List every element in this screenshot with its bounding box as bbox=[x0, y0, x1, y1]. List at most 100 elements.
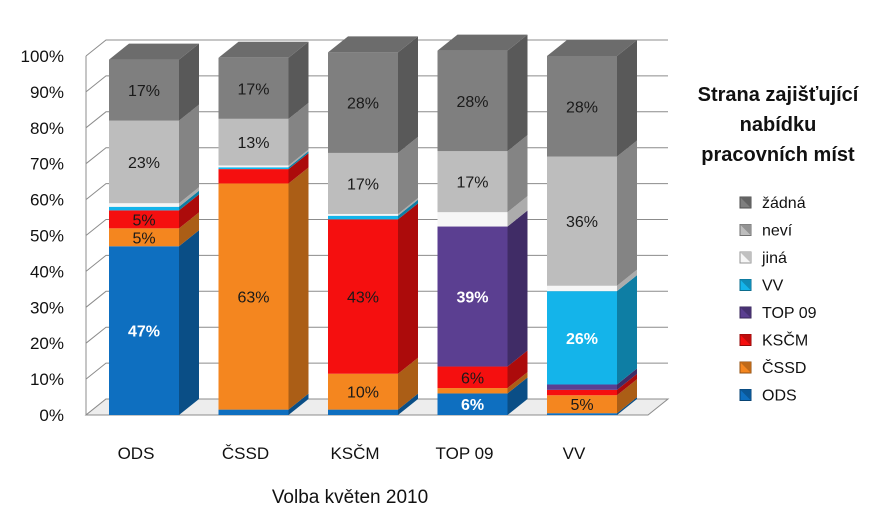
bar-segment-side-ods bbox=[288, 393, 309, 415]
data-label-top-09-nevi: 17% bbox=[456, 175, 488, 192]
legend-label: VV bbox=[762, 278, 784, 295]
bar-segment-side-cssd bbox=[507, 372, 528, 394]
y-tick-label: 100% bbox=[21, 47, 64, 66]
data-label-vv-cssd: 5% bbox=[570, 397, 593, 414]
legend-label: ODS bbox=[762, 388, 797, 405]
bar-segment-side-kscm bbox=[179, 194, 199, 229]
data-label-top-09-zadna: 28% bbox=[456, 94, 488, 111]
bar-segment-ods bbox=[218, 409, 289, 415]
legend-swatch-shade bbox=[740, 334, 751, 346]
y-axis: 0% 10% 20% 30% 40% 50% 60% 70% 80% 90% 100% bbox=[21, 47, 64, 425]
legend-swatch-shade bbox=[740, 224, 751, 236]
bar-segment-side-zadna bbox=[398, 36, 418, 153]
legend-item-kscm: KSČM bbox=[739, 331, 808, 350]
bar-segment-side-zadna bbox=[507, 34, 528, 152]
bar-segment-jina bbox=[109, 203, 179, 207]
data-label-cssd-cssd: 63% bbox=[237, 290, 269, 307]
bar-segment-side-cssd bbox=[617, 379, 637, 414]
bar-segment-jina bbox=[218, 165, 289, 168]
data-label-top-09-ods: 6% bbox=[461, 397, 484, 414]
y-tick-label: 30% bbox=[30, 298, 64, 317]
x-axis-title: Volba květen 2010 bbox=[272, 487, 428, 508]
bar-ods: 47% 5%5% 23% 17% bbox=[109, 43, 199, 415]
bar-top-09: 6% 6% 39% 17% 28% bbox=[437, 34, 528, 415]
bar-segment-top-09 bbox=[547, 384, 617, 390]
data-label-kscm-nevi: 17% bbox=[347, 176, 379, 193]
bar-segment-side-cssd bbox=[179, 212, 199, 247]
data-label-kscm-cssd: 10% bbox=[347, 385, 379, 402]
legend-swatch-shade bbox=[740, 252, 751, 263]
bar-segment-top-09 bbox=[437, 226, 508, 367]
bar-segment-ods bbox=[109, 246, 179, 415]
bar-segment-vv bbox=[218, 167, 289, 170]
bar-segment-cssd bbox=[328, 373, 398, 410]
data-label-top-09-top-09: 39% bbox=[456, 290, 488, 307]
bar-top-cssd bbox=[218, 41, 309, 58]
bar-segment-side-ods bbox=[507, 377, 528, 415]
data-label-kscm-kscm: 43% bbox=[347, 290, 379, 307]
x-tick-label: KSČM bbox=[330, 444, 379, 463]
bar-segment-side-nevi bbox=[179, 104, 199, 204]
bar-segment-side-vv bbox=[179, 190, 199, 211]
legend-item-vv: VV bbox=[739, 278, 784, 295]
bar-segment-ods bbox=[547, 413, 617, 415]
data-label-kscm-zadna: 28% bbox=[347, 96, 379, 113]
bar-segment-side-jina bbox=[507, 196, 528, 227]
data-label-cssd-zadna: 17% bbox=[237, 81, 269, 98]
legend-item-top-09: TOP 09 bbox=[739, 305, 817, 322]
bar-top-kscm bbox=[328, 36, 418, 53]
legend-label: TOP 09 bbox=[762, 305, 817, 322]
data-label-top-09-kscm: 6% bbox=[461, 370, 484, 387]
legend-swatch-shade bbox=[740, 307, 751, 318]
bar-segment-side-jina bbox=[617, 269, 637, 292]
legend: Strana zajišťující nabídku pracovních míst… bbox=[698, 84, 860, 405]
x-tick-label: VV bbox=[563, 444, 586, 463]
y-tick-label: 70% bbox=[30, 155, 64, 174]
bar-segment-side-jina bbox=[288, 149, 309, 168]
bar-segment-zadna bbox=[547, 56, 617, 157]
bar-segment-side-jina bbox=[179, 187, 199, 207]
bar-segment-side-kscm bbox=[507, 350, 528, 389]
bar-segment-nevi bbox=[328, 152, 398, 214]
bar-kscm: 10% 43% 17% 28% bbox=[328, 36, 418, 415]
legend-label: neví bbox=[762, 223, 793, 240]
bar-segment-cssd bbox=[218, 183, 289, 410]
data-label-ods-kscm: 5% bbox=[132, 212, 155, 229]
bar-segment-kscm bbox=[328, 219, 398, 374]
bar-segment-kscm bbox=[109, 210, 179, 229]
bar-segment-nevi bbox=[437, 151, 508, 213]
legend-item-cssd: ČSSD bbox=[739, 358, 806, 377]
bar-segment-side-kscm bbox=[617, 373, 637, 396]
legend-title: pracovních míst bbox=[701, 144, 855, 166]
bar-segment-side-cssd bbox=[288, 167, 309, 410]
bar-segment-side-vv bbox=[288, 151, 309, 170]
x-axis: ODS ČSSD KSČM TOP 09 VV bbox=[118, 444, 586, 463]
bar-segment-kscm bbox=[218, 169, 289, 184]
bar-segment-ods bbox=[328, 409, 398, 415]
bar-segment-vv bbox=[109, 206, 179, 211]
y-tick-label: 20% bbox=[30, 334, 64, 353]
legend-item-ods: ODS bbox=[739, 388, 797, 405]
legend-swatch-shade bbox=[740, 279, 751, 291]
data-label-vv-vv: 26% bbox=[566, 331, 598, 348]
bar-top-vv bbox=[547, 40, 637, 56]
bar-segment-side-nevi bbox=[398, 136, 418, 214]
y-tick-label: 80% bbox=[30, 119, 64, 138]
data-label-ods-zadna: 17% bbox=[128, 83, 160, 100]
bar-segment-side-cssd bbox=[398, 357, 418, 410]
y-tick-label: 0% bbox=[39, 406, 64, 425]
bar-segment-kscm bbox=[437, 366, 508, 389]
bar-segment-cssd bbox=[437, 388, 508, 394]
bar-segment-side-vv bbox=[398, 199, 418, 220]
bar-segment-side-kscm bbox=[288, 153, 309, 184]
bar-segment-side-zadna bbox=[179, 43, 199, 121]
bar-segment-side-kscm bbox=[398, 203, 418, 374]
bar-segment-vv bbox=[547, 291, 617, 385]
bar-segment-nevi bbox=[109, 120, 179, 204]
bar-segment-ods bbox=[437, 393, 508, 415]
bar-segment-side-zadna bbox=[617, 40, 637, 157]
bar-segment-zadna bbox=[218, 57, 289, 119]
data-label-ods-ods: 47% bbox=[128, 324, 160, 341]
y-tick-label: 10% bbox=[30, 370, 64, 389]
